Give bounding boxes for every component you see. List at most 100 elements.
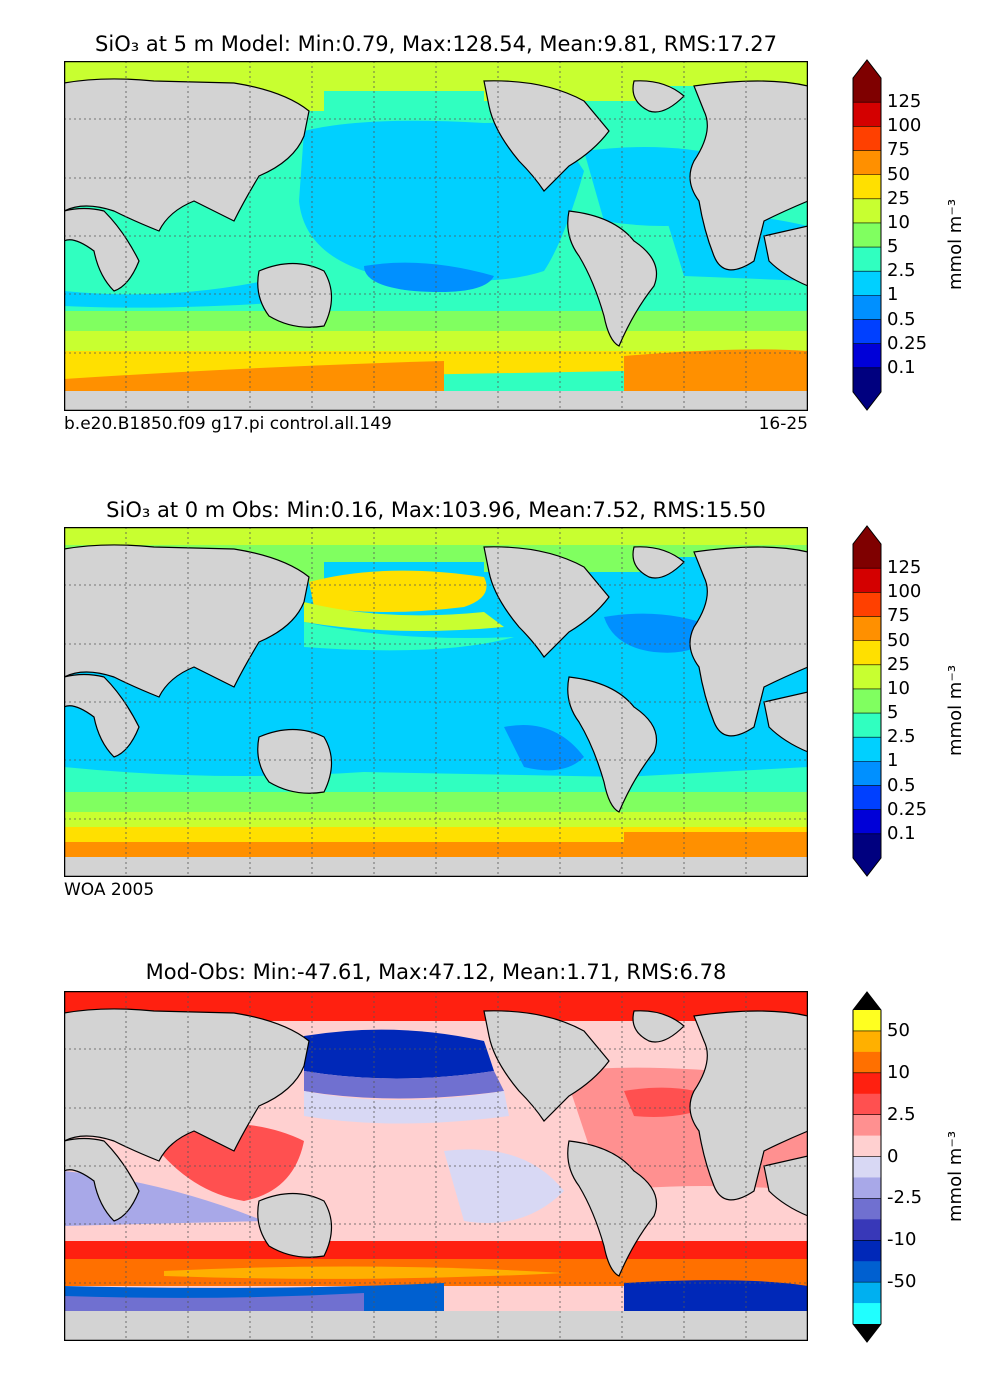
colorbar-segment	[853, 1072, 881, 1095]
colorbar-segment	[853, 761, 881, 787]
colorbar-tick-label: 0.25	[887, 332, 928, 354]
panel-obs: SiO₃ at 0 m Obs: Min:0.16, Max:103.96, M…	[0, 466, 998, 926]
colorbar-segment	[853, 150, 881, 176]
colorbar-tick-label: 100	[887, 115, 922, 137]
map-model	[64, 61, 808, 411]
colorbar-unit: mmol m⁻³	[945, 1130, 966, 1222]
colorbar-tick-label: 10	[887, 677, 910, 699]
colorbar-extend-bottom	[853, 858, 881, 876]
colorbar-tick-label: 50	[887, 1019, 910, 1041]
colorbar-segment	[853, 1261, 881, 1283]
colorbar-segment	[853, 319, 881, 345]
colorbar-tick-label: 2.5	[887, 726, 916, 748]
colorbar-segment	[853, 343, 881, 369]
colorbar	[852, 525, 882, 877]
colorbar-tick-label: -10	[887, 1229, 917, 1251]
colorbar-tick-label: 0.5	[887, 308, 916, 330]
panel-title: SiO₃ at 5 m Model: Min:0.79, Max:128.54,…	[95, 32, 777, 56]
colorbar-segment	[853, 1010, 881, 1032]
colorbar-tick-label: 125	[887, 557, 922, 579]
colorbar-segment	[853, 78, 881, 103]
colorbar-tick-label: 75	[887, 139, 910, 161]
colorbar-tick-label: 0	[887, 1145, 899, 1167]
colorbar-segment	[853, 198, 881, 224]
colorbar-segment	[853, 247, 881, 272]
colorbar-extend-bottom	[853, 392, 881, 410]
footer-case-name: b.e20.B1850.f09 g17.pi control.all.149	[64, 414, 392, 434]
colorbar-tick-label: 25	[887, 187, 910, 209]
panel-title: Mod-Obs: Min:-47.61, Max:47.12, Mean:1.7…	[145, 960, 727, 984]
colorbar-segment	[853, 102, 881, 127]
colorbar-tick-label: 50	[887, 629, 910, 651]
colorbar-extend-top	[853, 992, 881, 1010]
colorbar-segment	[853, 1198, 881, 1220]
colorbar	[852, 59, 882, 411]
colorbar-segment	[853, 568, 881, 593]
colorbar-outline	[852, 991, 882, 1343]
colorbar-extend-bottom	[853, 1324, 881, 1342]
colorbar-segment	[853, 1282, 881, 1304]
colorbar-segment	[853, 1135, 881, 1158]
colorbar-tick-label: 50	[887, 163, 910, 185]
panel-model: SiO₃ at 5 m Model: Min:0.79, Max:128.54,…	[0, 0, 998, 460]
colorbar-tick-label: 0.1	[887, 822, 916, 844]
footer-dataset: WOA 2005	[64, 880, 155, 900]
colorbar-segment	[853, 1177, 881, 1199]
colorbar-tick-label: 10	[887, 1061, 910, 1083]
colorbar-bar	[852, 525, 882, 877]
colorbar-extend-top	[853, 60, 881, 78]
colorbar-segment	[853, 640, 881, 666]
colorbar-segment	[853, 616, 881, 642]
colorbar-segment	[853, 809, 881, 835]
colorbar-segment	[853, 833, 881, 859]
colorbar-segment	[853, 592, 881, 617]
colorbar-unit: mmol m⁻³	[945, 664, 966, 756]
colorbar-segment	[853, 737, 881, 762]
colorbar-segment	[853, 1030, 881, 1053]
colorbar-segment	[853, 544, 881, 569]
colorbar-segment	[853, 688, 881, 714]
colorbar-unit: mmol m⁻³	[945, 198, 966, 290]
colorbar-tick-label: 125	[887, 91, 922, 113]
colorbar-segment	[853, 1051, 881, 1074]
colorbar	[852, 991, 882, 1343]
colorbar-tick-label: 75	[887, 605, 910, 627]
map-obs	[64, 527, 808, 877]
colorbar-outline	[852, 525, 882, 877]
colorbar-segment	[853, 367, 881, 393]
colorbar-tick-label: 10	[887, 211, 910, 233]
colorbar-segment	[853, 785, 881, 811]
colorbar-segment	[853, 174, 881, 200]
colorbar-tick-label: 1	[887, 750, 899, 772]
colorbar-segment	[853, 126, 881, 151]
colorbar-segment	[853, 1114, 881, 1137]
colorbar-segment	[853, 664, 881, 690]
colorbar-segment	[853, 713, 881, 738]
colorbar-segment	[853, 1240, 881, 1262]
colorbar-tick-label: 2.5	[887, 1103, 916, 1125]
colorbar-tick-label: 100	[887, 581, 922, 603]
footer-years: 16-25	[758, 414, 808, 434]
colorbar-tick-label: 5	[887, 236, 899, 258]
colorbar-tick-label: 5	[887, 702, 899, 724]
colorbar-bar	[852, 991, 882, 1343]
colorbar-segment	[853, 295, 881, 321]
colorbar-tick-label: 0.1	[887, 356, 916, 378]
panel-diff: Mod-Obs: Min:-47.61, Max:47.12, Mean:1.7…	[0, 932, 998, 1373]
colorbar-segment	[853, 271, 881, 296]
colorbar-outline	[852, 59, 882, 411]
panel-title: SiO₃ at 0 m Obs: Min:0.16, Max:103.96, M…	[106, 498, 766, 522]
colorbar-tick-label: -2.5	[887, 1187, 923, 1209]
colorbar-segment	[853, 1156, 881, 1178]
colorbar-tick-label: 1	[887, 284, 899, 306]
colorbar-bar	[852, 59, 882, 411]
colorbar-segment	[853, 1219, 881, 1241]
colorbar-tick-label: -50	[887, 1271, 917, 1293]
colorbar-segment	[853, 1303, 881, 1325]
colorbar-tick-label: 25	[887, 653, 910, 675]
colorbar-tick-label: 0.5	[887, 774, 916, 796]
colorbar-extend-top	[853, 526, 881, 544]
map-diff	[64, 991, 808, 1341]
colorbar-tick-label: 0.25	[887, 798, 928, 820]
colorbar-segment	[853, 1093, 881, 1116]
